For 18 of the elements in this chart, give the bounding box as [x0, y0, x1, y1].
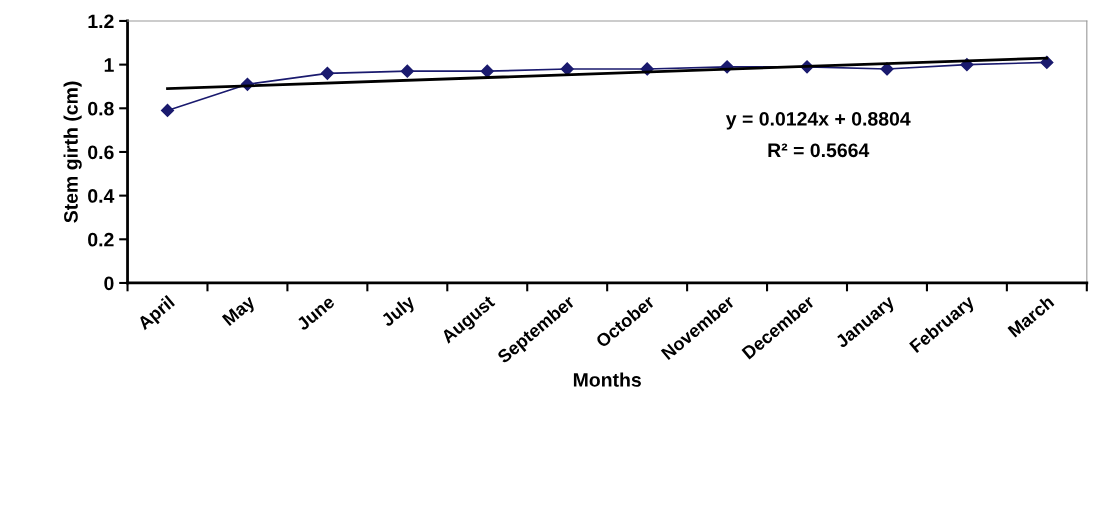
- point: [480, 64, 494, 78]
- x-tick-label: July: [379, 294, 419, 331]
- y-tick-label: 0: [104, 276, 114, 291]
- x-tick-label: May: [221, 294, 259, 329]
- y-tick-label: 0.2: [88, 232, 114, 247]
- point: [400, 64, 414, 78]
- annotation: R² = 0.5664: [768, 143, 870, 158]
- y-tick-label: 0.6: [88, 145, 114, 160]
- y-axis-title: Stem girth (cm): [63, 81, 82, 223]
- y-tick-label: 1: [104, 58, 114, 72]
- point: [160, 103, 175, 118]
- point: [560, 62, 574, 76]
- y-tick-label: 0.8: [88, 101, 114, 116]
- y-tick-label: 0.4: [88, 189, 115, 203]
- annotation: y = 0.0124x + 0.8804: [725, 111, 911, 130]
- y-tick-label: 1.2: [88, 14, 114, 29]
- point: [320, 66, 334, 80]
- x-axis-title: Months: [573, 372, 641, 387]
